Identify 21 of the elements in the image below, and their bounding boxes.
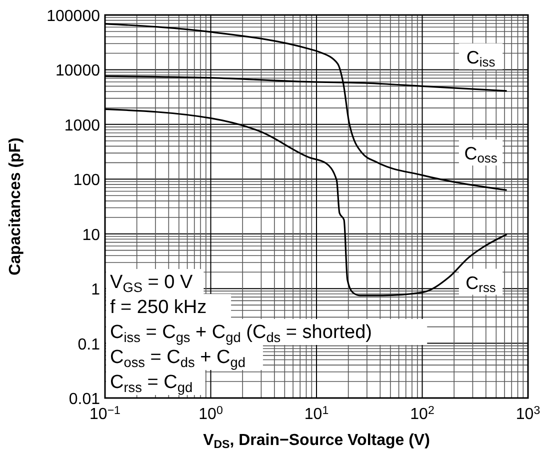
annotation: C$_{rss}$ = C$_{gd}$ (110, 372, 193, 394)
text: C$_{iss}$ = C$_{gs}$ + C$_{gd}$ (C$_{ds}$ = shorted) (110, 322, 372, 344)
annotation: V$_{GS}$ = 0 V (110, 272, 193, 294)
annotation: C$_{oss}$ = C$_{ds}$ + C$_{gd}$ (110, 347, 246, 370)
series-label: C$_{iss}$ (466, 47, 496, 70)
x-tick-label: 10$^{0}$ (198, 404, 223, 423)
y-tick-label: 100 (73, 172, 100, 190)
y-tick-label: 100000 (46, 8, 100, 25)
y-axis-title: Capacitances (pF) (7, 138, 24, 276)
y-tick-label: 0.1 (78, 336, 100, 354)
y-tick-label: 1 (91, 282, 100, 299)
y-tick-label: 10000 (56, 62, 100, 80)
x-axis-title: V$_{DS}$, Drain−Source Voltage (V) (203, 432, 430, 451)
y-tick-label: 10 (82, 226, 100, 244)
x-tick-label: 10$^{3}$ (516, 404, 540, 423)
annotation: f = 250 kHz (110, 297, 207, 318)
x-tick-label: 10$^{2}$ (410, 404, 434, 423)
y-tick-label: 1000 (64, 117, 100, 134)
x-tick-label: 10$^{1}$ (304, 404, 329, 423)
series-label: C$_{rss}$ (466, 272, 496, 296)
series-label: C$_{oss}$ (464, 144, 498, 166)
